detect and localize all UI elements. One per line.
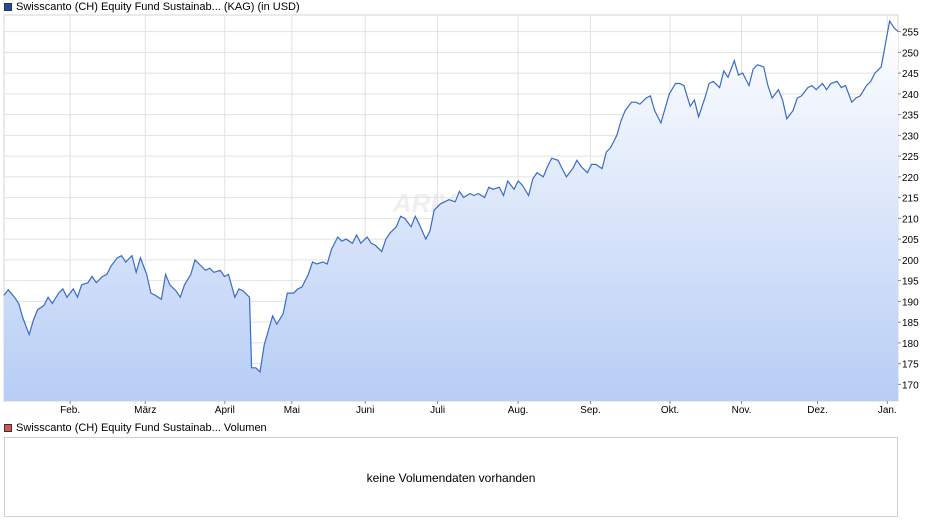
no-volume-message: keine Volumendaten vorhanden <box>366 471 536 485</box>
y-tick-label: 240 <box>902 90 919 101</box>
y-tick-label: 185 <box>902 318 919 329</box>
y-tick-label: 175 <box>902 360 919 371</box>
y-tick-label: 230 <box>902 131 919 142</box>
volume-swatch <box>4 424 12 432</box>
price-area-fill <box>4 21 898 401</box>
y-tick-label: 205 <box>902 235 919 246</box>
y-tick-label: 210 <box>902 214 919 225</box>
volume-legend: Swisscanto (CH) Equity Fund Sustainab...… <box>4 421 267 435</box>
x-axis-ticks: Feb. März April Mai Juni Juli Aug. Sep. Okt. Nov.… <box>60 401 897 416</box>
y-tick-label: 225 <box>902 152 919 163</box>
price-line <box>3 19 899 374</box>
y-tick-label: 235 <box>902 111 919 122</box>
x-tick-label: März <box>134 405 156 416</box>
x-tick-label: Okt. <box>661 405 679 416</box>
x-tick-label: Aug. <box>508 405 529 416</box>
x-tick-label: Juni <box>356 405 374 416</box>
price-series-label: Swisscanto (CH) Equity Fund Sustainab...… <box>16 1 300 13</box>
x-tick-label: Sep. <box>580 405 601 416</box>
volume-label: Swisscanto (CH) Equity Fund Sustainab...… <box>16 422 267 434</box>
x-tick-label: Nov. <box>732 405 752 416</box>
y-tick-label: 215 <box>902 194 919 205</box>
price-chart: ARIVA.DE 1701751801851901952002052102152… <box>3 14 919 416</box>
x-tick-label: Jan. <box>878 405 897 416</box>
y-tick-label: 250 <box>902 48 919 59</box>
price-series-legend: Swisscanto (CH) Equity Fund Sustainab...… <box>4 0 300 14</box>
x-tick-label: April <box>215 405 235 416</box>
y-tick-label: 220 <box>902 173 919 184</box>
y-tick-label: 180 <box>902 339 919 350</box>
y-tick-label: 200 <box>902 256 919 267</box>
price-series-swatch <box>4 3 12 11</box>
x-tick-label: Feb. <box>60 405 80 416</box>
volume-panel: keine Volumendaten vorhanden <box>4 437 898 517</box>
y-tick-label: 255 <box>902 28 919 39</box>
y-tick-label: 195 <box>902 277 919 288</box>
y-tick-label: 170 <box>902 380 919 391</box>
x-tick-label: Juli <box>430 405 445 416</box>
y-axis-ticks: 170 175 180 185 190 195 200 205 210 215 220 225 230 2… <box>898 28 919 391</box>
y-tick-label: 245 <box>902 69 919 80</box>
x-tick-label: Mai <box>284 405 300 416</box>
x-tick-label: Dez. <box>807 405 828 416</box>
y-tick-label: 190 <box>902 297 919 308</box>
